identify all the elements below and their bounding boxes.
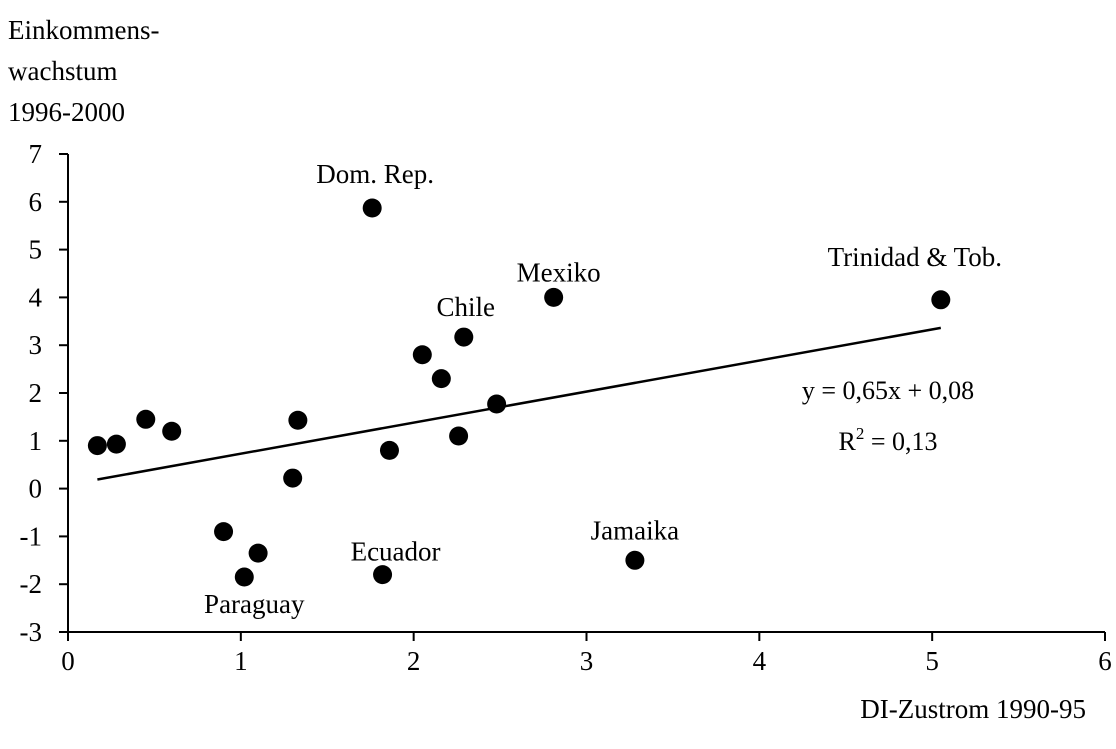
trendline-group	[97, 326, 942, 481]
x-tick-label: 1	[234, 646, 248, 676]
y-tick-label: 7	[29, 139, 43, 169]
data-point	[362, 198, 382, 218]
y-tick-label: 3	[29, 330, 43, 360]
y-tick-label: 2	[29, 378, 43, 408]
data-point	[106, 434, 126, 454]
x-tick-label: 2	[407, 646, 421, 676]
y-axis-title-line-2: wachstum	[8, 56, 118, 86]
trendline	[97, 326, 942, 481]
y-tick-label: 5	[29, 235, 43, 265]
x-tick-label: 6	[1098, 646, 1112, 676]
y-tick-label: 1	[29, 426, 43, 456]
data-point	[454, 327, 474, 347]
y-tick-label: -2	[20, 569, 43, 599]
data-point	[379, 440, 399, 460]
data-point	[162, 421, 182, 441]
point-label: Mexiko	[517, 257, 601, 287]
data-point	[136, 409, 156, 429]
y-axis-title: Einkommens- wachstum 1996-2000	[8, 10, 159, 133]
data-point	[487, 394, 507, 414]
data-point	[214, 522, 234, 542]
data-point	[431, 369, 451, 389]
y-tick-label: 4	[29, 282, 43, 312]
data-point	[449, 426, 469, 446]
data-point	[373, 565, 393, 585]
x-axis-title: DI-Zustrom 1990-95	[860, 694, 1086, 724]
point-label: Dom. Rep.	[316, 159, 434, 189]
r2-suffix: = 0,13	[864, 427, 937, 456]
point-label: Jamaika	[591, 515, 679, 545]
point-label: Trinidad & Tob.	[828, 242, 1002, 272]
point-label: Chile	[437, 292, 496, 322]
axes: -3 -2 -1 0 1 2 3 4 5 6 7 0 1 2 3 4 5 6	[20, 139, 1112, 676]
x-tick-label: 3	[580, 646, 594, 676]
y-tick-label: -3	[20, 617, 43, 647]
y-tick-label: -1	[20, 521, 43, 551]
points-group	[87, 198, 951, 587]
y-axis-title-line-1: Einkommens-	[8, 15, 160, 45]
point-label: Ecuador	[351, 537, 441, 567]
point-labels-group: Paraguay Dom. Rep. Ecuador Chile Mexiko Jamai…	[204, 159, 1002, 619]
x-tick-label: 0	[61, 646, 75, 676]
data-point	[248, 543, 268, 563]
x-tick-label: 4	[753, 646, 767, 676]
data-point	[931, 290, 951, 310]
trendline-equation: y = 0,65x + 0,08	[802, 376, 974, 405]
y-tick-label: 0	[29, 474, 43, 504]
data-point	[283, 468, 303, 488]
data-point	[544, 287, 564, 307]
r2-superscript: 2	[856, 424, 865, 443]
y-axis-title-line-3: 1996-2000	[8, 97, 125, 127]
y-tick-label: 6	[29, 187, 43, 217]
data-point	[234, 567, 254, 587]
data-point	[412, 345, 432, 365]
x-tick-label: 5	[925, 646, 939, 676]
point-label: Paraguay	[204, 589, 305, 619]
r2-prefix: R	[838, 427, 856, 456]
data-point	[288, 410, 308, 430]
trendline-r2: R2 = 0,13	[838, 424, 937, 456]
data-point	[87, 436, 107, 456]
data-point	[625, 550, 645, 570]
